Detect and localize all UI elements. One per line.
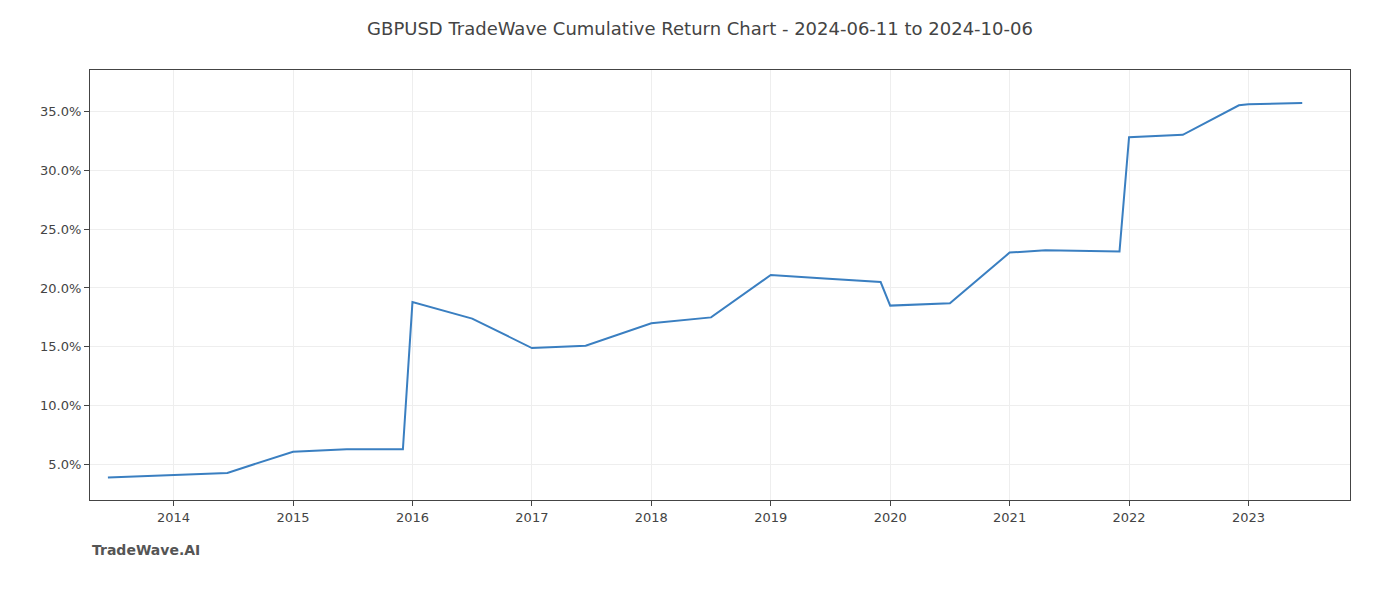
svg-text:2023: 2023 <box>1232 510 1265 525</box>
svg-text:2015: 2015 <box>276 510 309 525</box>
svg-text:2022: 2022 <box>1113 510 1146 525</box>
svg-text:2018: 2018 <box>635 510 668 525</box>
svg-text:35.0%: 35.0% <box>40 104 81 119</box>
svg-text:2019: 2019 <box>754 510 787 525</box>
svg-text:25.0%: 25.0% <box>40 222 81 237</box>
svg-text:30.0%: 30.0% <box>40 163 81 178</box>
svg-text:20.0%: 20.0% <box>40 281 81 296</box>
svg-text:2020: 2020 <box>874 510 907 525</box>
svg-text:10.0%: 10.0% <box>40 398 81 413</box>
svg-text:2014: 2014 <box>157 510 190 525</box>
svg-text:15.0%: 15.0% <box>40 339 81 354</box>
svg-text:5.0%: 5.0% <box>48 457 81 472</box>
svg-text:2016: 2016 <box>396 510 429 525</box>
svg-text:2017: 2017 <box>515 510 548 525</box>
svg-text:2021: 2021 <box>993 510 1026 525</box>
svg-text:TradeWave.AI: TradeWave.AI <box>92 542 200 558</box>
svg-text:GBPUSD TradeWave Cumulative Re: GBPUSD TradeWave Cumulative Return Chart… <box>367 18 1033 39</box>
